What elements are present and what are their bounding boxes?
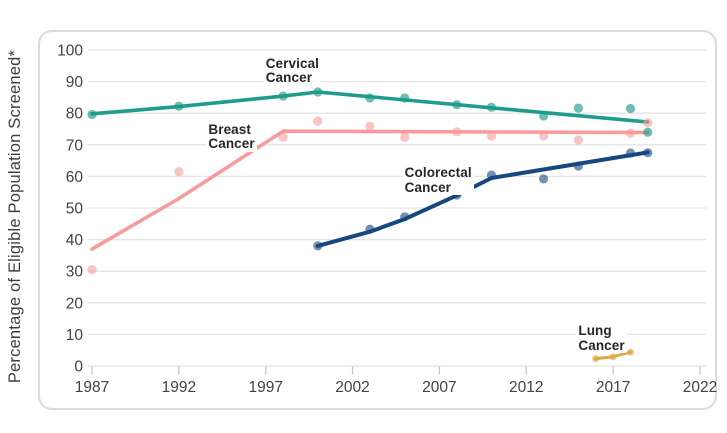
breast-cancer-trend-line — [90, 129, 650, 251]
x-tick-label: 2007 — [422, 379, 456, 396]
y-tick-label: 0 — [74, 359, 83, 376]
colorectal-cancer-point — [573, 161, 584, 171]
x-tick-label: 1987 — [75, 379, 109, 396]
y-tick-label: 40 — [66, 232, 84, 249]
cervical-cancer-point — [278, 91, 288, 101]
colorectal-cancer-trend-line — [315, 150, 650, 248]
breast-cancer-point — [365, 121, 375, 131]
y-tick-label: 50 — [66, 201, 84, 218]
y-tick-label: 100 — [57, 43, 83, 60]
y-tick-label: 60 — [66, 169, 84, 186]
cervical-cancer-point — [365, 93, 375, 103]
x-tick-label: 2002 — [335, 379, 369, 396]
y-tick-label: 30 — [66, 264, 84, 281]
colorectal-cancer-point — [400, 212, 410, 222]
x-tick-label: 2017 — [596, 379, 630, 396]
y-tick-label: 80 — [66, 106, 84, 123]
cervical-cancer-point — [87, 109, 97, 120]
cervical-cancer-point — [400, 93, 410, 103]
lung-cancer-point — [627, 348, 634, 356]
cervical-cancer-point — [625, 103, 636, 114]
cervical-cancer-point — [486, 102, 497, 112]
breast-cancer-point — [313, 116, 323, 126]
breast-cancer-point — [539, 131, 549, 141]
x-tick-label: 1997 — [248, 379, 282, 396]
breast-cancer-point — [643, 118, 653, 128]
y-tick-label: 10 — [66, 327, 84, 344]
y-tick-label: 20 — [66, 295, 84, 312]
breast-cancer-label: Breast Cancer — [206, 121, 257, 152]
x-tick-label: 2012 — [509, 379, 543, 396]
colorectal-cancer-point — [625, 148, 636, 158]
breast-cancer-point — [625, 128, 636, 138]
cervical-cancer-point — [174, 101, 184, 111]
colorectal-cancer-point — [643, 148, 653, 158]
lung-cancer-label: Lung Cancer — [576, 323, 627, 354]
cervical-cancer-point — [452, 100, 462, 110]
lung-cancer-point — [592, 355, 600, 363]
x-tick-label: 1992 — [162, 379, 196, 396]
breast-cancer-point — [87, 265, 97, 275]
cervical-cancer-label: Cervical Cancer — [263, 55, 322, 86]
colorectal-cancer-point — [365, 224, 375, 234]
y-tick-label: 90 — [66, 74, 84, 91]
colorectal-cancer-point — [313, 241, 323, 251]
y-tick-label: 70 — [66, 137, 84, 154]
cervical-cancer-point — [573, 103, 584, 113]
cervical-cancer-point — [643, 127, 653, 137]
cervical-cancer-point — [539, 111, 549, 121]
cervical-cancer-point — [313, 87, 323, 97]
breast-cancer-point — [573, 135, 584, 145]
breast-cancer-point — [452, 127, 462, 137]
colorectal-cancer-point — [539, 174, 549, 184]
colorectal-cancer-label: Colorectal Cancer — [402, 165, 474, 196]
breast-cancer-point — [278, 132, 288, 142]
breast-cancer-point — [400, 132, 410, 142]
colorectal-cancer-point — [486, 170, 497, 180]
x-tick-label: 2022 — [683, 379, 717, 396]
lung-cancer-point — [609, 353, 617, 361]
breast-cancer-point — [174, 167, 184, 177]
breast-cancer-point — [486, 131, 497, 141]
